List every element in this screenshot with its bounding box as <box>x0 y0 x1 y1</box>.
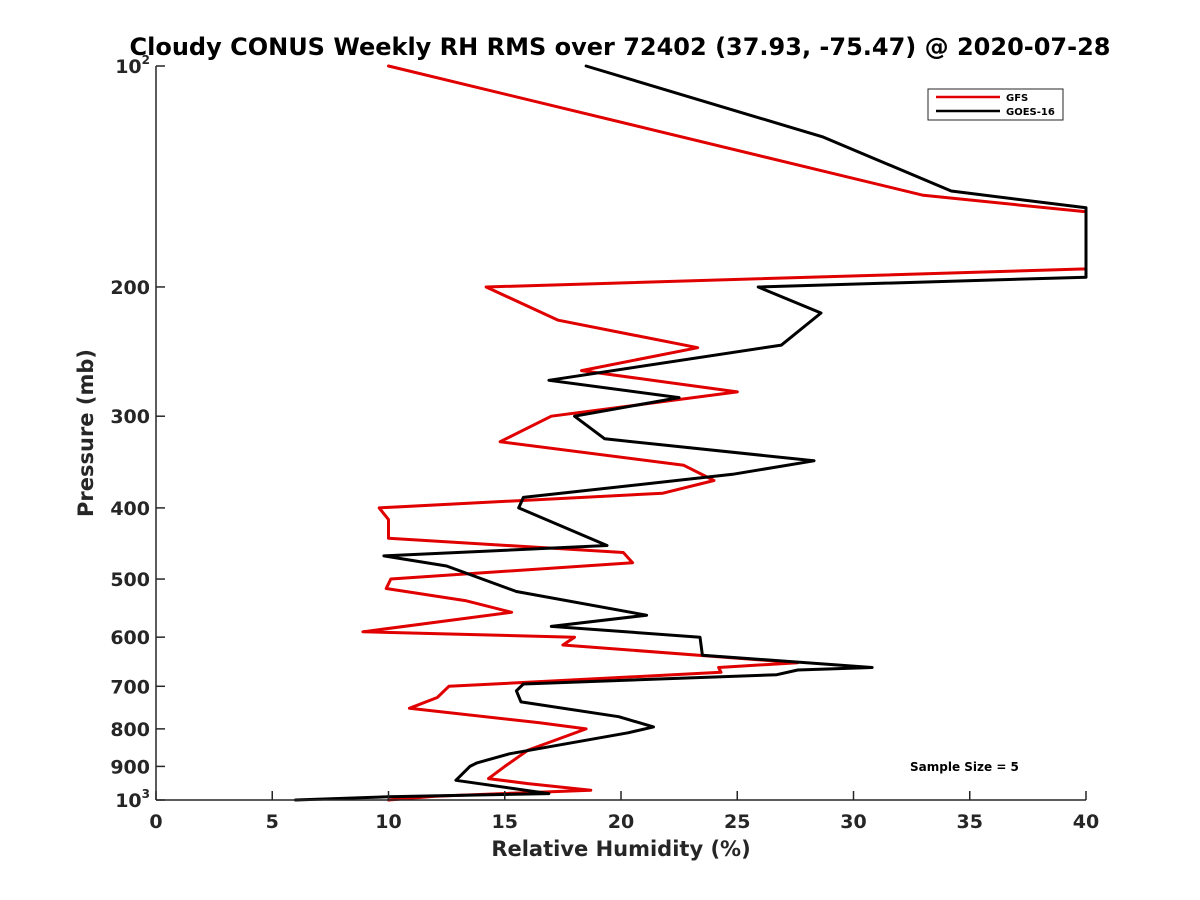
x-axis-label: Relative Humidity (%) <box>491 837 750 861</box>
x-tick-label: 10 <box>375 811 401 833</box>
x-tick-label: 35 <box>957 811 983 833</box>
series-line-gfs <box>361 64 1088 802</box>
y-tick-label: 400 <box>110 498 150 520</box>
x-tick-label: 0 <box>149 811 162 833</box>
y-ticks: 102 200 300 400 500 600 700 800 900 103 <box>110 53 165 812</box>
legend-box <box>927 88 1064 121</box>
legend: GFS GOES-16 <box>927 88 1064 121</box>
y-tick-label: 700 <box>110 676 150 698</box>
x-tick-label: 25 <box>724 811 750 833</box>
y-axis-label: Pressure (mb) <box>74 349 98 517</box>
x-tick-label: 30 <box>840 811 866 833</box>
x-tick-label: 5 <box>266 811 279 833</box>
x-ticks: 0 5 10 15 20 25 30 35 40 <box>149 791 1099 833</box>
y-tick-label: 500 <box>110 569 150 591</box>
sample-size-annotation: Sample Size = 5 <box>910 760 1019 774</box>
x-tick-label: 20 <box>608 811 634 833</box>
y-tick-label: 300 <box>110 406 150 428</box>
y-tick-label: 900 <box>110 756 150 778</box>
x-tick-label: 15 <box>492 811 518 833</box>
x-tick-label: 40 <box>1073 811 1099 833</box>
chart-title: Cloudy CONUS Weekly RH RMS over 72402 (3… <box>130 33 1111 61</box>
y-tick-label: 102 <box>115 53 150 78</box>
legend-label-goes16: GOES-16 <box>1006 107 1055 118</box>
legend-label-gfs: GFS <box>1006 93 1028 104</box>
y-tick-label: 600 <box>110 627 150 649</box>
series-layer <box>294 64 1088 802</box>
y-tick-label: 103 <box>115 787 150 812</box>
series-line-goes16 <box>294 64 1088 802</box>
plot-area <box>156 66 1086 800</box>
y-tick-label: 200 <box>110 277 150 299</box>
y-tick-label: 800 <box>110 719 150 741</box>
